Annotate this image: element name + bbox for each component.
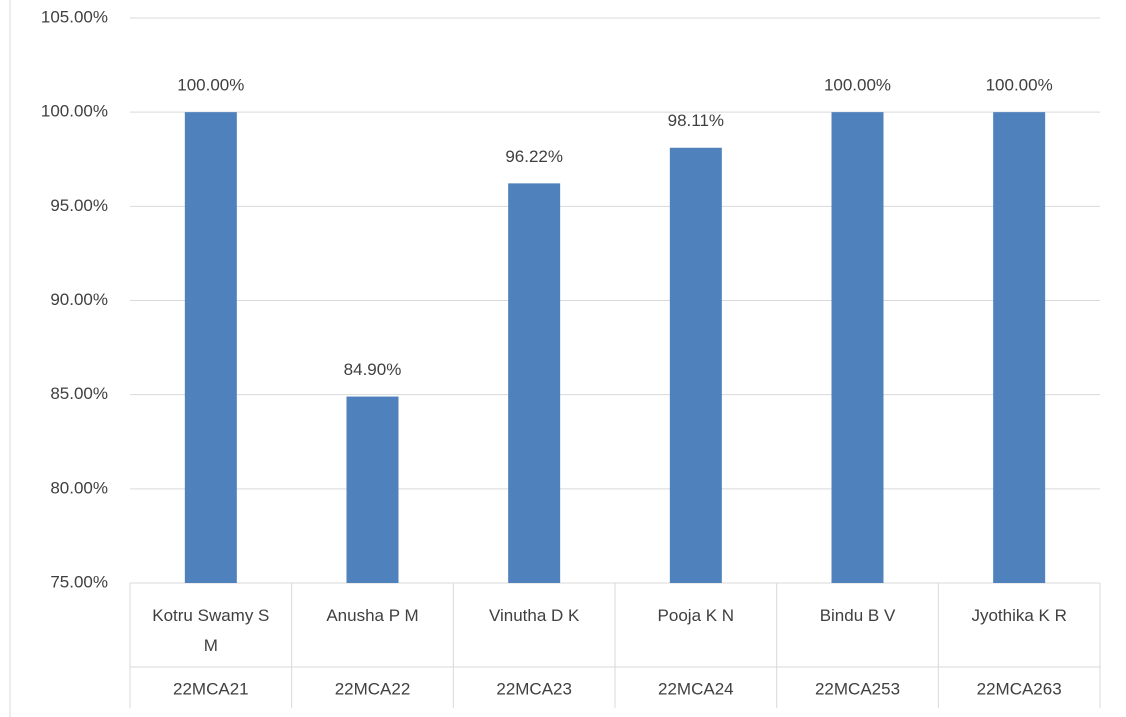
category-label: Jyothika K R (971, 606, 1067, 625)
y-tick-label: 80.00% (50, 478, 108, 497)
group-label: 22MCA253 (815, 679, 900, 698)
bar (346, 396, 399, 583)
bar (669, 147, 722, 584)
data-label: 100.00% (824, 76, 891, 95)
data-label: 96.22% (505, 147, 563, 166)
y-tick-label: 100.00% (41, 102, 108, 121)
bar (993, 112, 1046, 584)
group-label: 22MCA22 (335, 679, 411, 698)
category-label: Bindu B V (819, 606, 896, 625)
bar (508, 183, 561, 583)
data-label: 84.90% (344, 360, 402, 379)
category-label: Vinutha D K (488, 606, 580, 625)
bar (184, 112, 237, 584)
y-tick-label: 85.00% (50, 384, 108, 403)
group-label: 22MCA21 (173, 679, 249, 698)
y-tick-label: 105.00% (41, 7, 108, 26)
y-tick-label: 90.00% (50, 290, 108, 309)
group-label: 22MCA23 (496, 679, 572, 698)
group-label: 22MCA24 (658, 679, 734, 698)
category-label: Kotru Swamy S M (152, 606, 270, 655)
category-label: Anusha P M (326, 606, 419, 625)
group-label: 22MCA263 (977, 679, 1062, 698)
bar (831, 112, 884, 584)
category-label: Pooja K N (657, 606, 735, 625)
data-label: 100.00% (177, 76, 244, 95)
data-label: 100.00% (986, 76, 1053, 95)
y-tick-label: 75.00% (50, 572, 108, 591)
data-label: 98.11% (668, 111, 724, 130)
y-tick-label: 95.00% (50, 196, 108, 215)
